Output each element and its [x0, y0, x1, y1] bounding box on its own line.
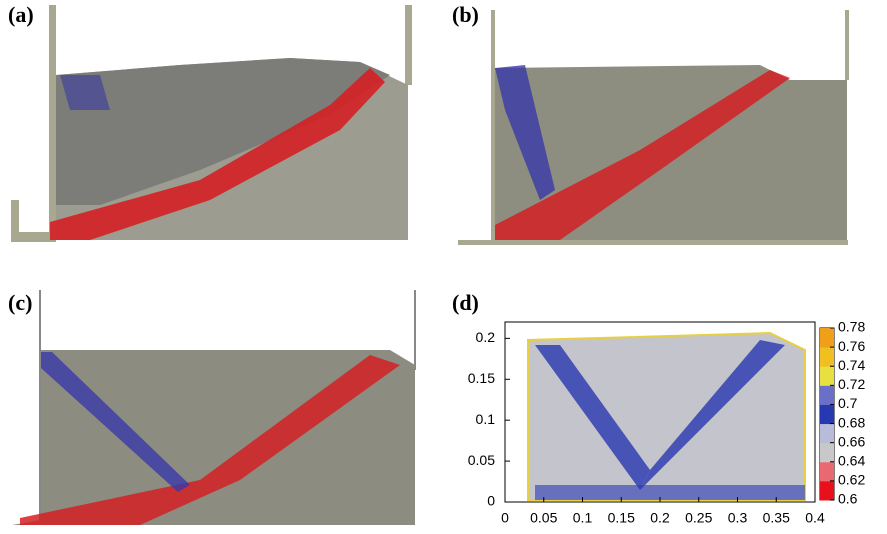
- x-tick-label: 0.35: [763, 510, 790, 526]
- y-tick-label: 0.15: [468, 370, 495, 386]
- colorbar-swatch: [820, 442, 834, 463]
- x-tick-label: 0: [501, 510, 509, 526]
- panel-label: (b): [452, 2, 479, 27]
- colorbar-tick-label: 0.62: [838, 472, 865, 488]
- colorbar-swatch: [820, 480, 834, 501]
- x-tick-label: 0.3: [728, 510, 748, 526]
- colorbar-tick-label: 0.64: [838, 452, 865, 468]
- colorbar-swatch: [820, 385, 834, 405]
- panel-label: (a): [8, 2, 34, 27]
- y-tick-label: 0.1: [476, 411, 496, 427]
- colorbar-tick-label: 0.74: [838, 357, 865, 373]
- y-tick-label: 0: [487, 493, 495, 509]
- y-tick-label: 0.05: [468, 452, 495, 468]
- panel-d-image: [527, 331, 806, 501]
- colorbar-swatch: [820, 423, 834, 444]
- panel-label: (d): [452, 290, 479, 315]
- colorbar-tick-label: 0.68: [838, 414, 865, 430]
- panel-label: (c): [8, 290, 32, 315]
- colorbar-tick-label: 0.7: [838, 395, 858, 411]
- colorbar-swatch: [820, 366, 834, 386]
- panel-a-image: [11, 5, 412, 242]
- x-tick-label: 0.25: [685, 510, 712, 526]
- colorbar-swatch: [820, 404, 834, 425]
- x-tick-label: 0.05: [530, 510, 557, 526]
- x-tick-label: 0.1: [573, 510, 593, 526]
- colorbar-swatch: [820, 347, 834, 367]
- colorbar-tick-label: 0.72: [838, 376, 865, 392]
- colorbar-tick-label: 0.78: [838, 319, 865, 335]
- panel-c-image: [12, 290, 416, 525]
- x-tick-label: 0.2: [650, 510, 670, 526]
- colorbar-tick-label: 0.6: [838, 491, 858, 507]
- y-tick-label: 0.2: [476, 329, 496, 345]
- x-tick-label: 0.15: [608, 510, 635, 526]
- colorbar-swatch: [820, 461, 834, 482]
- colorbar-tick-label: 0.76: [838, 338, 865, 354]
- x-tick-label: 0.4: [805, 510, 825, 526]
- colorbar-swatch: [820, 328, 834, 348]
- panel-b-image: [458, 10, 849, 245]
- colorbar-tick-label: 0.66: [838, 433, 865, 449]
